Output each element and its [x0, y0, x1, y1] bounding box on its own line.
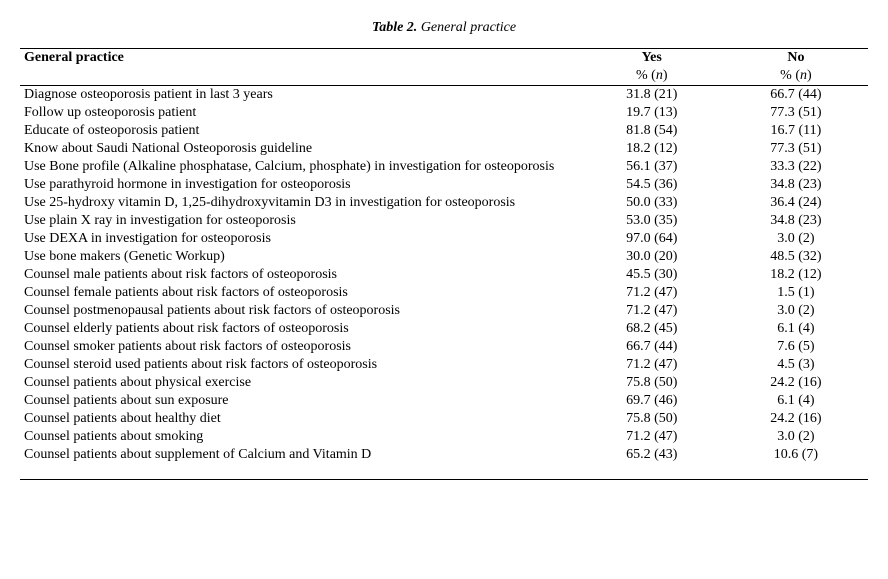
cell-no: 48.5 (32) — [724, 248, 868, 266]
cell-desc: Counsel patients about sun exposure — [20, 392, 580, 410]
cell-yes: 66.7 (44) — [580, 338, 724, 356]
cell-yes: 18.2 (12) — [580, 140, 724, 158]
table-row: Counsel patients about physical exercise… — [20, 374, 868, 392]
cell-desc: Counsel female patients about risk facto… — [20, 284, 580, 302]
table-row: Counsel patients about sun exposure69.7 … — [20, 392, 868, 410]
cell-yes: 71.2 (47) — [580, 428, 724, 446]
cell-desc: Use plain X ray in investigation for ost… — [20, 212, 580, 230]
header-col-no: No — [724, 49, 868, 68]
cell-yes: 56.1 (37) — [580, 158, 724, 176]
table-row: Diagnose osteoporosis patient in last 3 … — [20, 86, 868, 105]
table-row: Counsel female patients about risk facto… — [20, 284, 868, 302]
cell-yes: 45.5 (30) — [580, 266, 724, 284]
cell-desc: Counsel patients about smoking — [20, 428, 580, 446]
cell-no: 6.1 (4) — [724, 392, 868, 410]
header-sub-no: % (n) — [724, 67, 868, 86]
cell-no: 24.2 (16) — [724, 374, 868, 392]
cell-yes: 54.5 (36) — [580, 176, 724, 194]
cell-desc: Use 25-hydroxy vitamin D, 1,25-dihydroxy… — [20, 194, 580, 212]
header-col-yes: Yes — [580, 49, 724, 68]
cell-desc: Counsel patients about physical exercise — [20, 374, 580, 392]
cell-yes: 75.8 (50) — [580, 374, 724, 392]
cell-no: 1.5 (1) — [724, 284, 868, 302]
cell-no: 36.4 (24) — [724, 194, 868, 212]
table-row: Counsel patients about healthy diet75.8 … — [20, 410, 868, 428]
cell-desc: Counsel patients about healthy diet — [20, 410, 580, 428]
cell-desc: Educate of osteoporosis patient — [20, 122, 580, 140]
header-sub-empty — [20, 67, 580, 86]
cell-yes: 50.0 (33) — [580, 194, 724, 212]
cell-yes: 75.8 (50) — [580, 410, 724, 428]
header-sub-yes: % (n) — [580, 67, 724, 86]
table-row: Use plain X ray in investigation for ost… — [20, 212, 868, 230]
cell-yes: 65.2 (43) — [580, 446, 724, 480]
table-row: Use parathyroid hormone in investigation… — [20, 176, 868, 194]
table-row: Know about Saudi National Osteoporosis g… — [20, 140, 868, 158]
cell-no: 66.7 (44) — [724, 86, 868, 105]
cell-no: 7.6 (5) — [724, 338, 868, 356]
cell-no: 77.3 (51) — [724, 104, 868, 122]
cell-yes: 68.2 (45) — [580, 320, 724, 338]
cell-desc: Use Bone profile (Alkaline phosphatase, … — [20, 158, 580, 176]
header-col-practice: General practice — [20, 49, 580, 68]
cell-desc: Counsel patients about supplement of Cal… — [20, 446, 580, 480]
table-caption: Table 2. General practice — [20, 20, 868, 36]
cell-yes: 97.0 (64) — [580, 230, 724, 248]
cell-no: 18.2 (12) — [724, 266, 868, 284]
cell-no: 34.8 (23) — [724, 212, 868, 230]
caption-label: Table 2. — [372, 20, 417, 35]
cell-no: 3.0 (2) — [724, 302, 868, 320]
cell-yes: 71.2 (47) — [580, 356, 724, 374]
table-row: Use DEXA in investigation for osteoporos… — [20, 230, 868, 248]
table-row: Use 25-hydroxy vitamin D, 1,25-dihydroxy… — [20, 194, 868, 212]
cell-yes: 69.7 (46) — [580, 392, 724, 410]
table-row: Counsel postmenopausal patients about ri… — [20, 302, 868, 320]
cell-desc: Use DEXA in investigation for osteoporos… — [20, 230, 580, 248]
cell-yes: 31.8 (21) — [580, 86, 724, 105]
table-row: Educate of osteoporosis patient81.8 (54)… — [20, 122, 868, 140]
general-practice-table: General practice Yes No % (n) % (n) Diag… — [20, 48, 868, 480]
cell-yes: 30.0 (20) — [580, 248, 724, 266]
cell-desc: Use bone makers (Genetic Workup) — [20, 248, 580, 266]
cell-desc: Use parathyroid hormone in investigation… — [20, 176, 580, 194]
table-row: Counsel patients about smoking71.2 (47)3… — [20, 428, 868, 446]
table-row: Counsel smoker patients about risk facto… — [20, 338, 868, 356]
table-row: Counsel male patients about risk factors… — [20, 266, 868, 284]
cell-desc: Counsel postmenopausal patients about ri… — [20, 302, 580, 320]
cell-desc: Counsel elderly patients about risk fact… — [20, 320, 580, 338]
cell-desc: Counsel smoker patients about risk facto… — [20, 338, 580, 356]
cell-yes: 19.7 (13) — [580, 104, 724, 122]
cell-no: 16.7 (11) — [724, 122, 868, 140]
table-row: Use Bone profile (Alkaline phosphatase, … — [20, 158, 868, 176]
cell-no: 77.3 (51) — [724, 140, 868, 158]
table-row: Counsel patients about supplement of Cal… — [20, 446, 868, 480]
cell-yes: 71.2 (47) — [580, 284, 724, 302]
cell-yes: 81.8 (54) — [580, 122, 724, 140]
cell-no: 3.0 (2) — [724, 230, 868, 248]
table-row: Counsel steroid used patients about risk… — [20, 356, 868, 374]
table-row: Counsel elderly patients about risk fact… — [20, 320, 868, 338]
cell-desc: Counsel male patients about risk factors… — [20, 266, 580, 284]
cell-no: 10.6 (7) — [724, 446, 868, 480]
cell-no: 24.2 (16) — [724, 410, 868, 428]
cell-desc: Diagnose osteoporosis patient in last 3 … — [20, 86, 580, 105]
table-row: Use bone makers (Genetic Workup)30.0 (20… — [20, 248, 868, 266]
cell-no: 3.0 (2) — [724, 428, 868, 446]
cell-no: 6.1 (4) — [724, 320, 868, 338]
caption-title: General practice — [417, 20, 516, 35]
table-row: Follow up osteoporosis patient19.7 (13)7… — [20, 104, 868, 122]
cell-yes: 71.2 (47) — [580, 302, 724, 320]
cell-desc: Follow up osteoporosis patient — [20, 104, 580, 122]
cell-desc: Counsel steroid used patients about risk… — [20, 356, 580, 374]
cell-no: 33.3 (22) — [724, 158, 868, 176]
cell-desc: Know about Saudi National Osteoporosis g… — [20, 140, 580, 158]
cell-yes: 53.0 (35) — [580, 212, 724, 230]
cell-no: 34.8 (23) — [724, 176, 868, 194]
cell-no: 4.5 (3) — [724, 356, 868, 374]
